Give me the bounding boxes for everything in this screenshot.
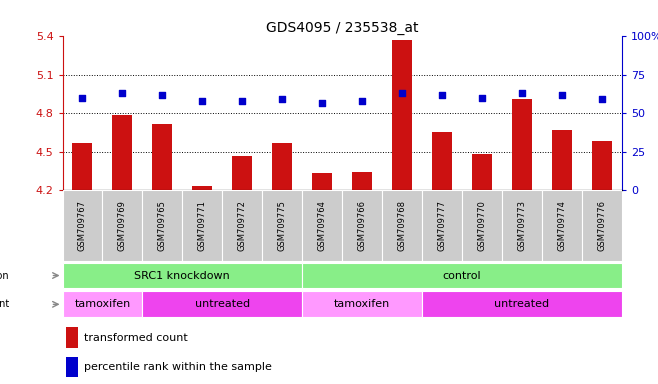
Bar bbox=[222, 190, 263, 261]
Bar bbox=[392, 40, 412, 190]
Point bbox=[157, 92, 168, 98]
Bar bbox=[182, 190, 222, 261]
Point bbox=[237, 98, 247, 104]
Bar bbox=[263, 190, 302, 261]
Bar bbox=[312, 174, 332, 190]
Bar bbox=[153, 124, 172, 190]
Text: GSM709777: GSM709777 bbox=[438, 200, 447, 251]
Text: percentile rank within the sample: percentile rank within the sample bbox=[84, 362, 272, 372]
Text: GSM709771: GSM709771 bbox=[198, 200, 207, 251]
Bar bbox=[342, 190, 382, 261]
Point bbox=[476, 95, 487, 101]
Bar bbox=[103, 190, 142, 261]
Bar bbox=[66, 357, 78, 377]
Point bbox=[77, 95, 88, 101]
Point bbox=[317, 99, 328, 106]
Bar bbox=[592, 141, 612, 190]
Point bbox=[277, 96, 288, 103]
Bar bbox=[63, 190, 103, 261]
Bar bbox=[432, 132, 452, 190]
Bar bbox=[382, 190, 422, 261]
Text: agent: agent bbox=[0, 299, 9, 310]
Bar bbox=[542, 190, 582, 261]
Bar bbox=[512, 99, 532, 190]
Text: tamoxifen: tamoxifen bbox=[74, 299, 130, 310]
Bar bbox=[63, 263, 302, 288]
Bar bbox=[422, 291, 622, 317]
Bar bbox=[63, 291, 142, 317]
Bar bbox=[552, 130, 572, 190]
Bar bbox=[302, 190, 342, 261]
Bar bbox=[352, 172, 372, 190]
Text: GSM709775: GSM709775 bbox=[278, 200, 287, 251]
Text: GSM709767: GSM709767 bbox=[78, 200, 87, 251]
Text: GSM709766: GSM709766 bbox=[358, 200, 367, 251]
Point bbox=[597, 96, 607, 103]
Bar bbox=[582, 190, 622, 261]
Text: SRC1 knockdown: SRC1 knockdown bbox=[134, 270, 230, 281]
Text: GSM709765: GSM709765 bbox=[158, 200, 167, 251]
Text: control: control bbox=[443, 270, 481, 281]
Text: GSM709769: GSM709769 bbox=[118, 200, 127, 251]
Point bbox=[397, 90, 407, 96]
Bar bbox=[142, 291, 302, 317]
Point bbox=[357, 98, 367, 104]
Text: transformed count: transformed count bbox=[84, 333, 188, 343]
Text: untreated: untreated bbox=[494, 299, 549, 310]
Point bbox=[557, 92, 567, 98]
Bar bbox=[72, 143, 93, 190]
Text: GSM709774: GSM709774 bbox=[557, 200, 567, 251]
Bar bbox=[502, 190, 542, 261]
Text: GSM709768: GSM709768 bbox=[397, 200, 407, 251]
Text: GSM709764: GSM709764 bbox=[318, 200, 326, 251]
Bar bbox=[272, 143, 292, 190]
Bar bbox=[66, 327, 78, 348]
Bar bbox=[142, 190, 182, 261]
Point bbox=[437, 92, 447, 98]
Bar bbox=[302, 263, 622, 288]
Bar bbox=[302, 291, 422, 317]
Text: genotype/variation: genotype/variation bbox=[0, 270, 9, 281]
Point bbox=[117, 90, 128, 96]
Bar bbox=[472, 154, 492, 190]
Bar bbox=[192, 186, 213, 190]
Bar bbox=[232, 156, 252, 190]
Text: tamoxifen: tamoxifen bbox=[334, 299, 390, 310]
Text: GSM709773: GSM709773 bbox=[517, 200, 526, 251]
Point bbox=[197, 98, 207, 104]
Bar bbox=[113, 114, 132, 190]
Title: GDS4095 / 235538_at: GDS4095 / 235538_at bbox=[266, 22, 418, 35]
Point bbox=[517, 90, 527, 96]
Text: untreated: untreated bbox=[195, 299, 250, 310]
Bar bbox=[422, 190, 462, 261]
Text: GSM709776: GSM709776 bbox=[597, 200, 606, 251]
Text: GSM709770: GSM709770 bbox=[478, 200, 486, 251]
Text: GSM709772: GSM709772 bbox=[238, 200, 247, 251]
Bar bbox=[462, 190, 502, 261]
